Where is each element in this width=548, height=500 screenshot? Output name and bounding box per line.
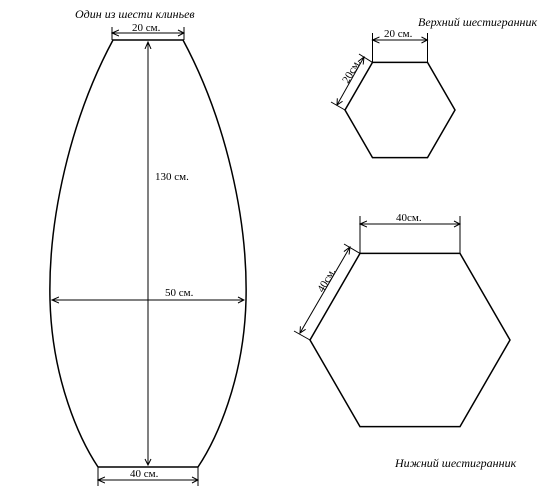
bottom-hex-outline <box>310 253 510 426</box>
pattern-diagram: Один из шести клиньев 20 см. 130 см. 50 … <box>0 0 548 500</box>
top-hex-panel: Верхний шестигранник 20 см. 20см. <box>331 15 538 158</box>
bottom-hex-diag-dim: 40см. <box>315 266 338 294</box>
wedge-bottom-dim: 40 см. <box>130 468 159 480</box>
top-hex-outline <box>345 62 455 157</box>
top-hex-side-dim: 20 см. <box>384 28 413 40</box>
bottom-hex-side-dim: 40см. <box>396 212 422 224</box>
wedge-title: Один из шести клиньев <box>75 7 195 21</box>
wedge-mid-dim: 50 см. <box>165 287 194 299</box>
wedge-panel: Один из шести клиньев 20 см. 130 см. 50 … <box>50 7 246 486</box>
bottom-hex-title: Нижний шестигранник <box>394 456 517 470</box>
top-hex-title: Верхний шестигранник <box>418 15 538 29</box>
top-hex-diag-dim: 20см. <box>340 57 363 85</box>
wedge-top-dim: 20 см. <box>132 22 161 34</box>
bottom-hex-panel: 40см. 40см. Нижний шестигранник <box>294 212 517 470</box>
wedge-height-dim: 130 см. <box>155 171 189 183</box>
